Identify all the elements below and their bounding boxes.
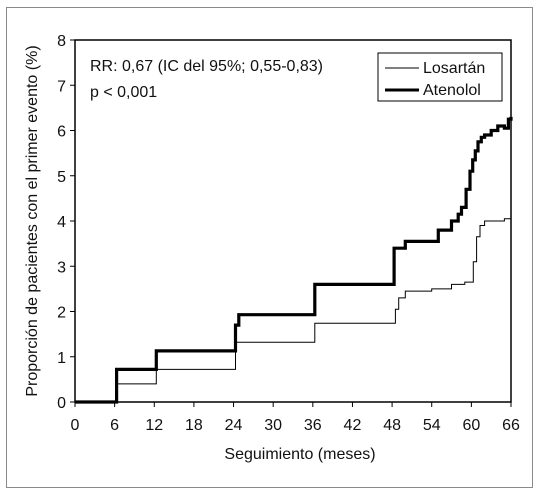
legend-label-losartan: Losartán xyxy=(423,60,485,77)
y-tick-label: 7 xyxy=(57,78,66,95)
legend: Losartán Atenolol xyxy=(377,52,503,102)
legend-label-atenolol: Atenolol xyxy=(423,82,481,99)
x-tick-label: 60 xyxy=(462,417,480,434)
y-tick-label: 5 xyxy=(57,169,66,186)
x-axis-title: Seguimiento (meses) xyxy=(224,446,375,463)
y-tick-label: 2 xyxy=(57,305,66,322)
legend-box xyxy=(377,52,503,102)
annotation-p-value: p < 0,001 xyxy=(90,84,157,101)
x-tick-label: 54 xyxy=(423,417,441,434)
x-tick-label: 48 xyxy=(383,417,401,434)
series-line-atenolol xyxy=(75,116,513,404)
x-tick-label: 30 xyxy=(264,417,282,434)
x-tick-label: 0 xyxy=(71,417,80,434)
x-tick-label: 12 xyxy=(145,417,163,434)
y-axis: 0 1 2 3 4 5 6 7 8 xyxy=(57,33,75,412)
x-tick-label: 66 xyxy=(502,417,520,434)
y-axis-title: Proporción de pacientes con el primer ev… xyxy=(24,45,41,396)
x-tick-label: 36 xyxy=(304,417,322,434)
y-tick-label: 6 xyxy=(57,124,66,141)
y-tick-label: 4 xyxy=(57,214,66,231)
x-tick-label: 24 xyxy=(225,417,243,434)
y-tick-label: 8 xyxy=(57,33,66,50)
y-tick-label: 1 xyxy=(57,350,66,367)
x-tick-label: 6 xyxy=(110,417,119,434)
series-group xyxy=(75,116,513,404)
x-tick-label: 18 xyxy=(185,417,203,434)
annotation-rr: RR: 0,67 (IC del 95%; 0,55-0,83) xyxy=(90,58,323,75)
x-axis: 0 6 12 18 24 30 36 42 48 54 60 66 xyxy=(71,402,520,434)
y-tick-label: 3 xyxy=(57,259,66,276)
x-tick-label: 42 xyxy=(344,417,362,434)
series-line-losartan xyxy=(75,211,512,403)
y-tick-label: 0 xyxy=(57,395,66,412)
